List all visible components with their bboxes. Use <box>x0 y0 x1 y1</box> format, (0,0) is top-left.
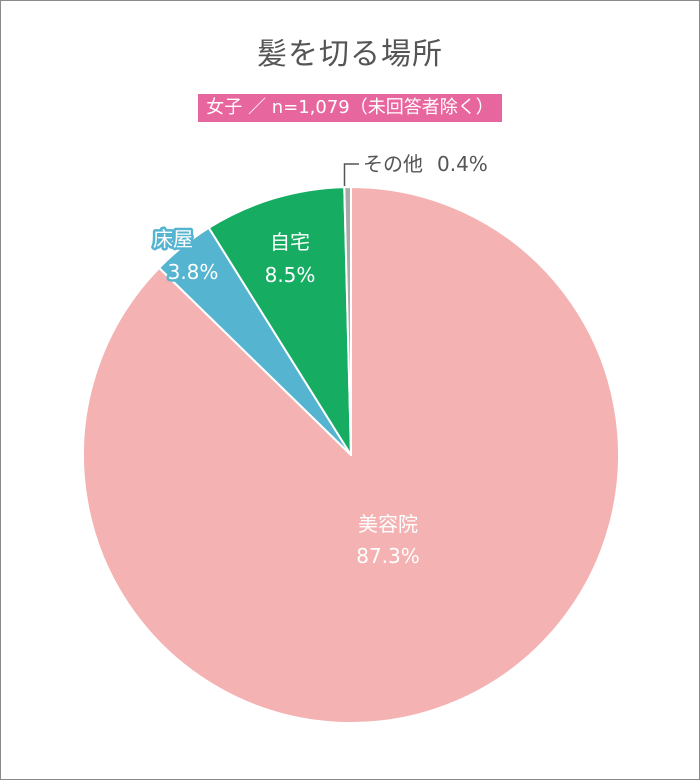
chart-title: 髪を切る場所 <box>257 37 443 72</box>
slice-value-barber: 3.8% <box>168 260 219 284</box>
slice-home <box>207 186 352 456</box>
slice-label-home: 自宅 <box>270 230 310 254</box>
leader-line-other <box>343 163 359 186</box>
slice-value-other: 0.4% <box>437 152 488 176</box>
slice-value-home: 8.5% <box>265 263 316 287</box>
slice-label-beauty-salon: 美容院 <box>358 512 418 536</box>
chart-subtitle-badge: 女子 ／ n=1,079（未回答者除く） <box>198 94 502 122</box>
slice-other <box>343 185 352 456</box>
slice-label-barber: 床屋 <box>153 227 193 251</box>
pie-slices <box>82 185 620 724</box>
slice-label-other: その他 <box>363 152 423 176</box>
subtitle-wrap: 女子 ／ n=1,079（未回答者除く） <box>1 94 699 122</box>
slice-value-beauty-salon: 87.3% <box>356 544 420 568</box>
